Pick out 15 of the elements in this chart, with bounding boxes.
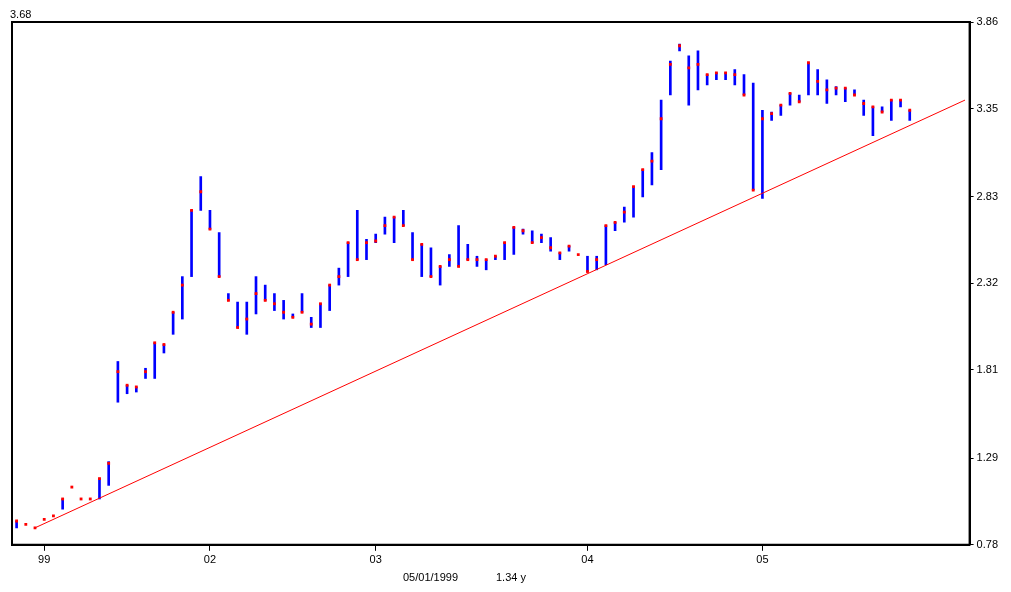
x-tick-label: 04: [581, 553, 594, 566]
x-tick-label: 02: [203, 553, 217, 566]
y-tick-label: 2.32: [976, 276, 999, 289]
text: 1.34 y: [496, 570, 527, 583]
y-tick-label: 1.29: [976, 451, 999, 464]
y-tick-label: 0.78: [976, 537, 999, 550]
y-tick-label: 3.86: [976, 15, 999, 28]
y-tick-label: 2.83: [976, 189, 999, 202]
text: 3.68: [10, 7, 32, 20]
y-tick-label: 3.35: [976, 101, 999, 114]
x-tick-label: 99: [38, 553, 51, 566]
y-tick-label: 1.81: [976, 363, 999, 375]
x-tick-label: 05: [756, 553, 769, 566]
text: 05/01/1999: [403, 570, 459, 583]
x-tick-label: 03: [369, 553, 382, 566]
